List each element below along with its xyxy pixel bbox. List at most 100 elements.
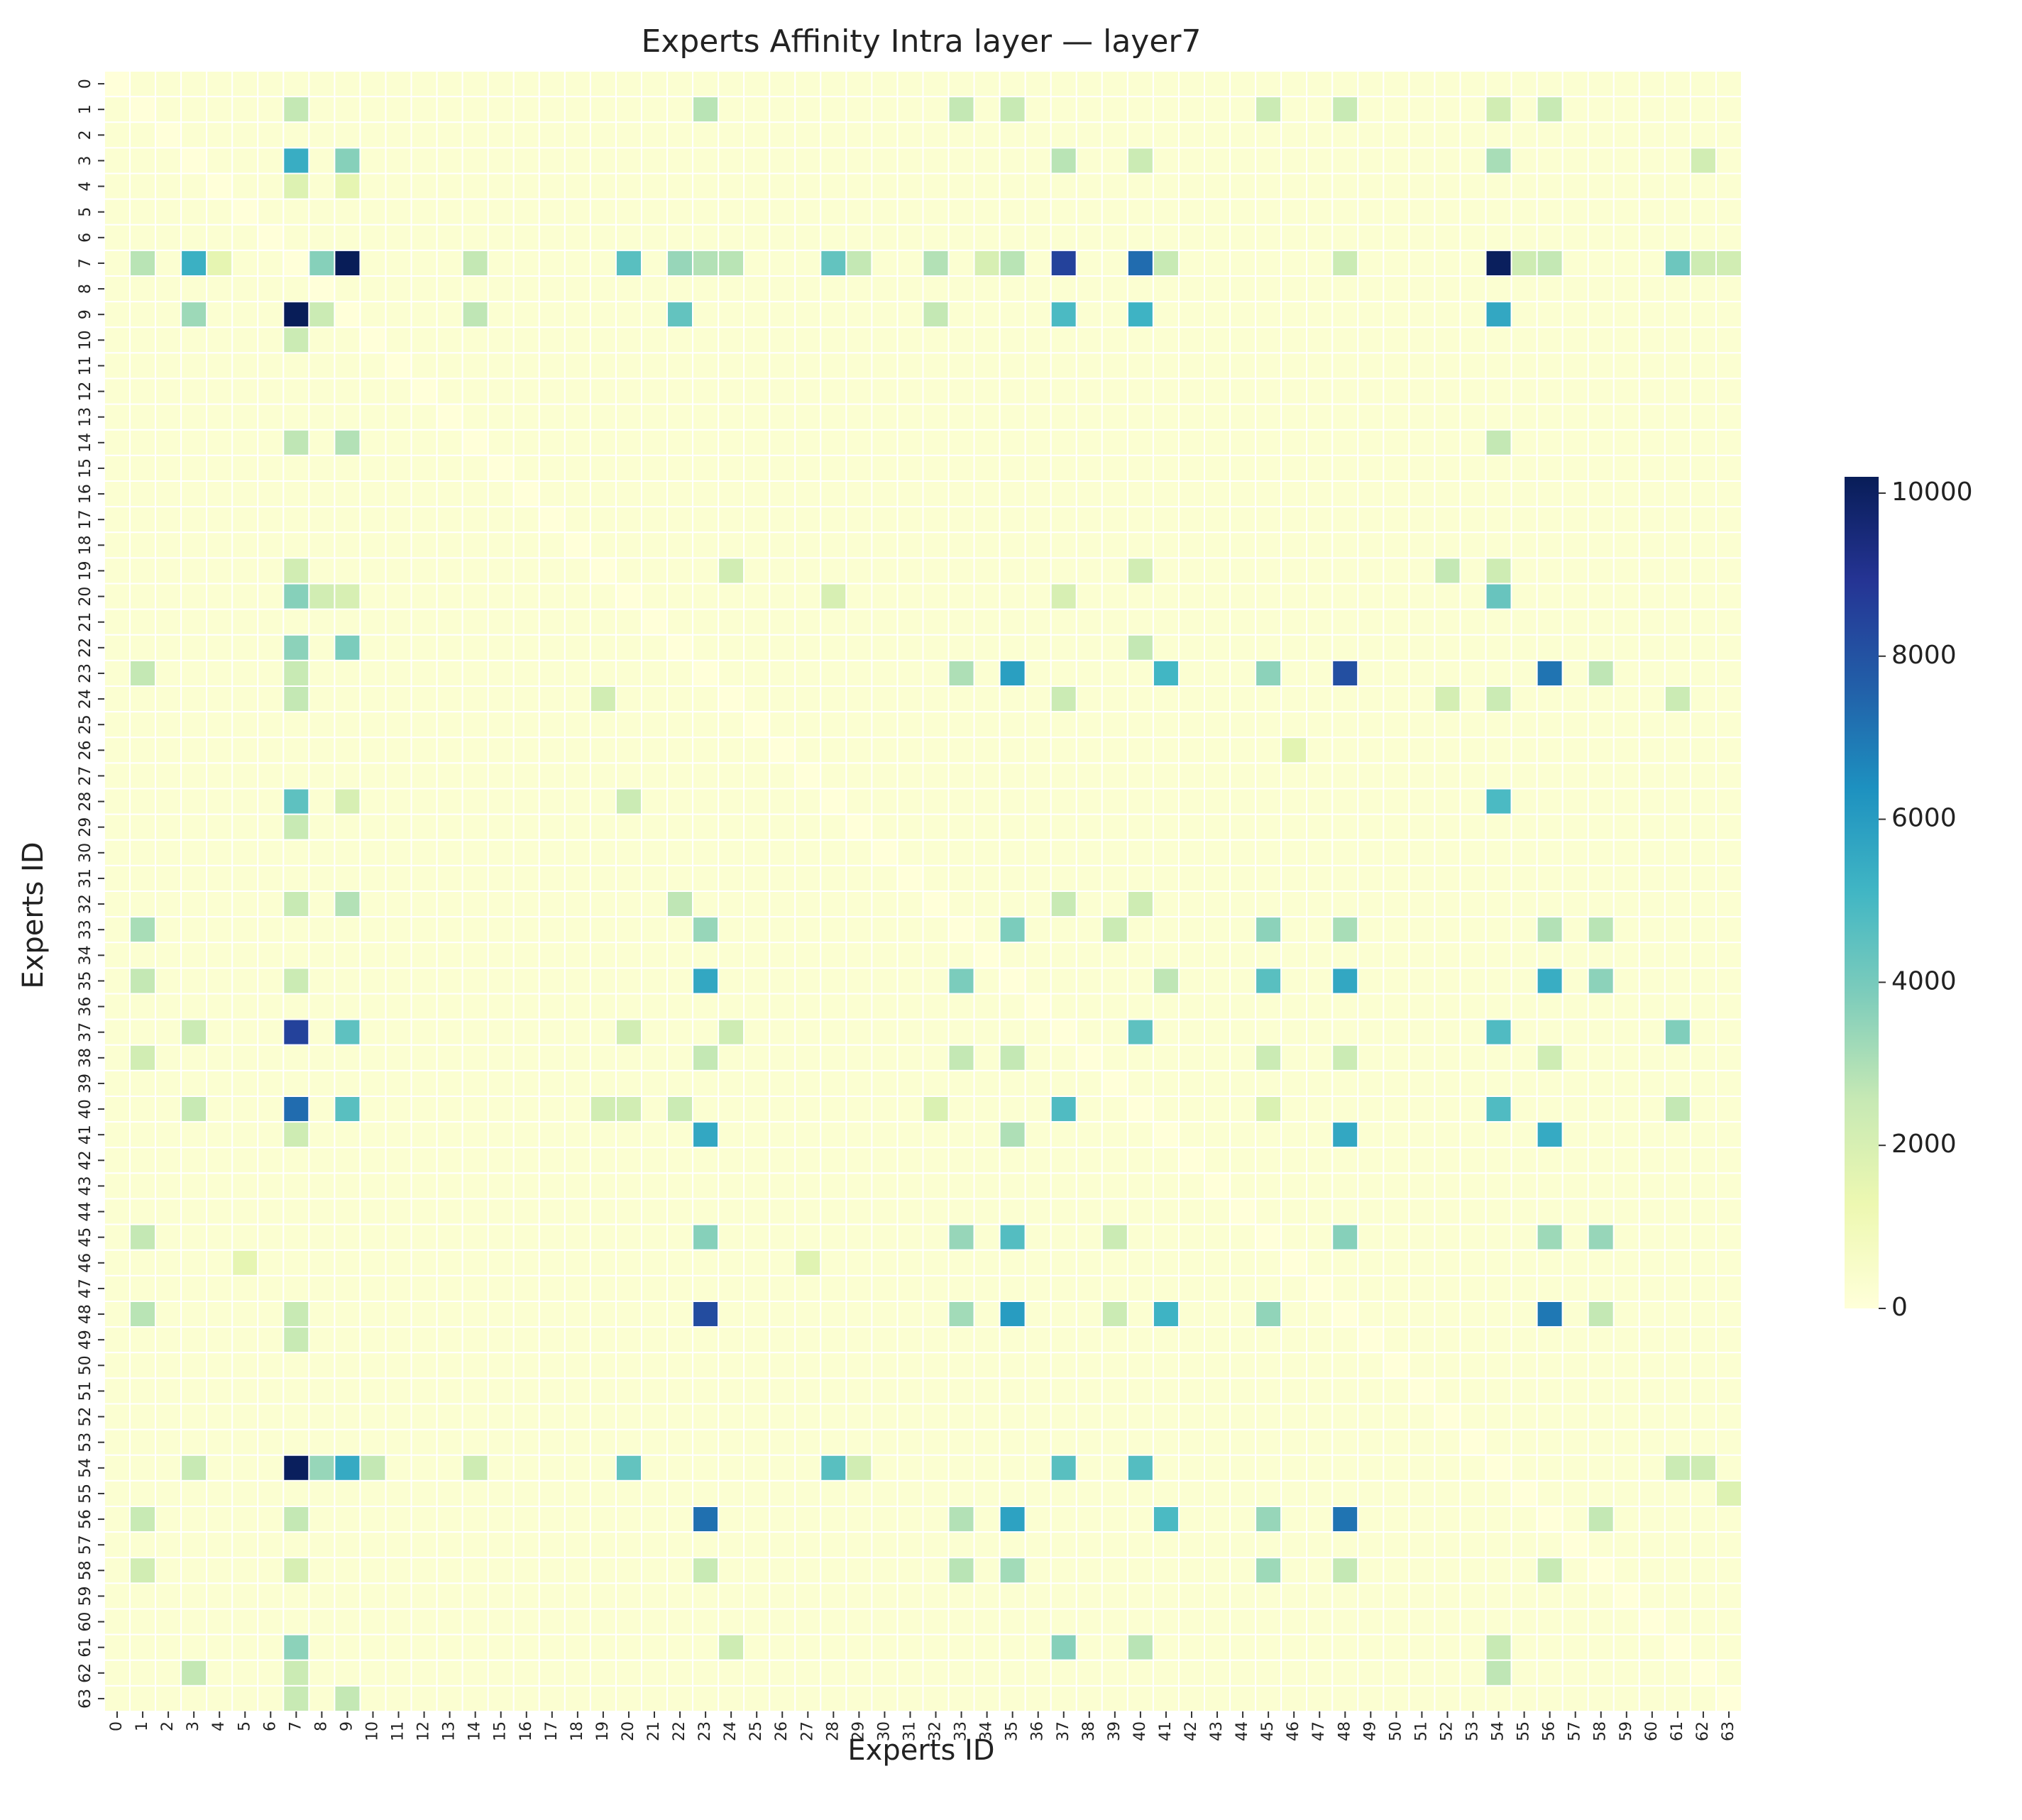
heatmap-cell-12-48 [1331,377,1359,405]
heatmap-cell-63-5 [231,1684,259,1713]
heatmap-cell-27-49 [1357,762,1385,790]
heatmap-cell-6-63 [1715,224,1742,251]
heatmap-cell-10-19 [589,326,617,354]
heatmap-cell-30-16 [512,839,540,866]
heatmap-cell-0-22 [666,70,694,98]
heatmap-cell-36-14 [461,993,489,1020]
heatmap-cell-14-17 [538,429,566,456]
heatmap-cell-33-31 [896,916,924,944]
heatmap-cell-48-58 [1587,1301,1615,1328]
heatmap-cell-15-54 [1485,454,1512,482]
heatmap-cell-40-51 [1408,1096,1436,1123]
heatmap-cell-60-18 [564,1608,591,1636]
heatmap-cell-49-25 [743,1326,771,1354]
heatmap-cell-44-48 [1331,1198,1359,1225]
heatmap-cell-6-50 [1383,224,1410,251]
heatmap-cell-59-55 [1510,1582,1538,1610]
heatmap-cell-28-9 [334,788,361,815]
heatmap-cell-20-36 [1024,583,1052,610]
heatmap-cell-21-46 [1280,608,1308,636]
heatmap-cell-45-40 [1126,1223,1154,1251]
heatmap-cell-23-13 [436,659,463,688]
heatmap-cell-33-7 [282,916,310,944]
heatmap-cell-28-27 [794,788,822,815]
heatmap-cell-32-16 [512,890,540,918]
heatmap-cell-8-0 [104,275,131,303]
heatmap-cell-3-24 [718,147,745,175]
heatmap-cell-4-1 [129,172,157,200]
heatmap-cell-49-33 [947,1326,975,1354]
heatmap-cell-14-31 [896,429,924,456]
heatmap-cell-42-57 [1561,1147,1589,1174]
heatmap-cell-0-0 [104,70,131,98]
x-tick-label: 36 [1029,1721,1047,1741]
heatmap-cell-42-18 [564,1147,591,1174]
heatmap-cell-36-57 [1561,993,1589,1020]
heatmap-cell-31-28 [820,864,847,893]
heatmap-cell-23-22 [666,659,694,688]
heatmap-cell-23-21 [640,659,669,688]
heatmap-cell-28-31 [896,788,924,815]
x-tick-label: 43 [1208,1721,1226,1741]
heatmap-cell-0-2 [155,70,182,98]
heatmap-cell-24-40 [1126,685,1154,713]
heatmap-cell-15-9 [334,454,361,482]
heatmap-cell-47-36 [1024,1274,1052,1303]
heatmap-cell-33-20 [615,916,642,944]
heatmap-cell-51-56 [1536,1377,1564,1405]
heatmap-cell-43-13 [436,1172,463,1200]
heatmap-cell-9-55 [1510,301,1538,329]
heatmap-cell-31-22 [666,864,694,893]
heatmap-cell-33-16 [512,916,540,944]
heatmap-cell-28-60 [1638,788,1666,815]
heatmap-cell-40-5 [231,1096,259,1123]
heatmap-cell-61-62 [1689,1633,1717,1661]
heatmap-cell-1-27 [794,96,822,123]
heatmap-cell-37-22 [666,1018,694,1046]
x-tick-label: 47 [1310,1721,1328,1741]
heatmap-cell-57-28 [820,1531,847,1559]
heatmap-cell-9-28 [820,301,847,329]
heatmap-cell-22-48 [1331,634,1359,661]
heatmap-cell-48-33 [947,1301,975,1328]
heatmap-cell-7-61 [1664,249,1691,277]
heatmap-cell-14-8 [308,429,336,456]
heatmap-cell-24-45 [1255,685,1282,713]
heatmap-cell-22-59 [1612,634,1640,661]
heatmap-cell-10-36 [1024,326,1052,354]
heatmap-cell-5-1 [129,198,157,226]
heatmap-cell-1-55 [1510,96,1538,123]
heatmap-cell-38-55 [1510,1044,1538,1071]
heatmap-cell-32-4 [206,890,233,918]
heatmap-cell-33-19 [589,916,617,944]
heatmap-cell-16-12 [410,480,438,508]
heatmap-cell-12-50 [1383,377,1410,405]
heatmap-cell-61-47 [1306,1633,1334,1661]
heatmap-cell-24-11 [385,685,412,713]
heatmap-cell-44-8 [308,1198,336,1225]
heatmap-cell-47-39 [1101,1274,1128,1303]
heatmap-cell-20-53 [1459,583,1487,610]
heatmap-cell-56-8 [308,1506,336,1533]
heatmap-cell-2-44 [1229,121,1257,149]
heatmap-cell-9-21 [640,301,669,329]
heatmap-cell-52-32 [922,1403,950,1430]
heatmap-cell-32-22 [666,890,694,918]
heatmap-cell-12-57 [1561,377,1589,405]
heatmap-cell-48-56 [1536,1301,1564,1328]
heatmap-cell-17-43 [1204,506,1231,534]
heatmap-cell-40-30 [871,1096,899,1123]
heatmap-cell-14-51 [1408,429,1436,456]
heatmap-cell-12-23 [692,377,720,405]
heatmap-cell-25-53 [1459,711,1487,739]
heatmap-cell-44-38 [1075,1198,1103,1225]
heatmap-cell-5-63 [1715,198,1742,226]
heatmap-cell-12-26 [769,377,796,405]
heatmap-cell-32-25 [743,890,771,918]
heatmap-cell-45-34 [973,1223,1001,1251]
heatmap-cell-32-7 [282,890,310,918]
heatmap-cell-30-23 [692,839,720,866]
heatmap-cell-20-26 [769,583,796,610]
heatmap-cell-11-32 [922,352,950,380]
